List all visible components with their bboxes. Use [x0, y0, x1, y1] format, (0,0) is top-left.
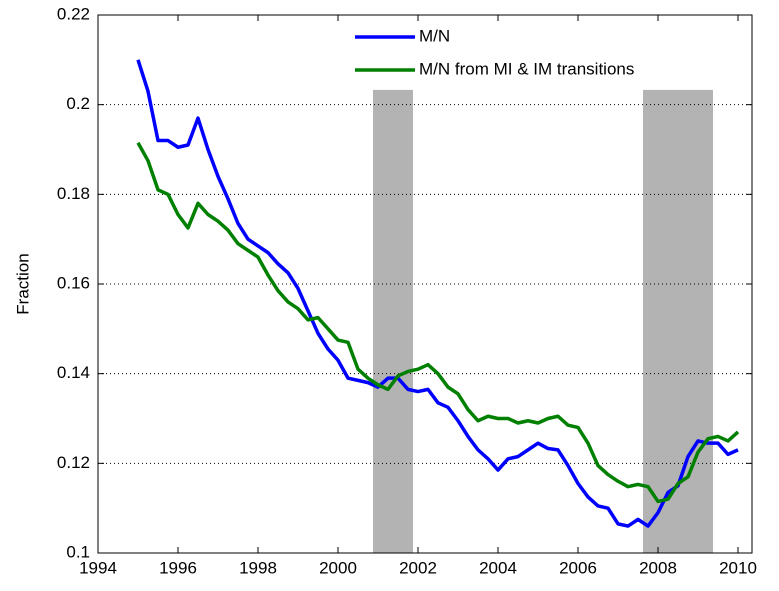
y-tick-label: 0.12	[57, 453, 90, 472]
shaded-span	[373, 89, 413, 553]
y-tick-label: 0.1	[66, 542, 90, 561]
x-tick-label: 2002	[399, 558, 437, 577]
y-tick-label: 0.2	[66, 94, 90, 113]
y-tick-label: 0.18	[57, 184, 90, 203]
y-axis-label: Fraction	[13, 253, 32, 314]
y-tick-label: 0.16	[57, 273, 90, 292]
x-tick-label: 1996	[159, 558, 197, 577]
y-tick-label: 0.22	[57, 4, 90, 23]
x-tick-label: 1994	[79, 558, 117, 577]
x-tick-label: 2004	[479, 558, 517, 577]
series-line	[136, 141, 740, 504]
shaded-span	[643, 89, 713, 553]
y-tick-label: 0.14	[57, 363, 90, 382]
x-tick-label: 2008	[639, 558, 677, 577]
x-tick-label: 2010	[719, 558, 757, 577]
x-tick-label: 2000	[319, 558, 357, 577]
legend-label: M/N from MI & IM transitions	[419, 59, 634, 78]
legend-label: M/N	[419, 26, 450, 45]
axes-frame	[97, 14, 753, 554]
series-line	[136, 59, 739, 528]
x-tick-label: 1998	[239, 558, 277, 577]
x-tick-label: 2006	[559, 558, 597, 577]
